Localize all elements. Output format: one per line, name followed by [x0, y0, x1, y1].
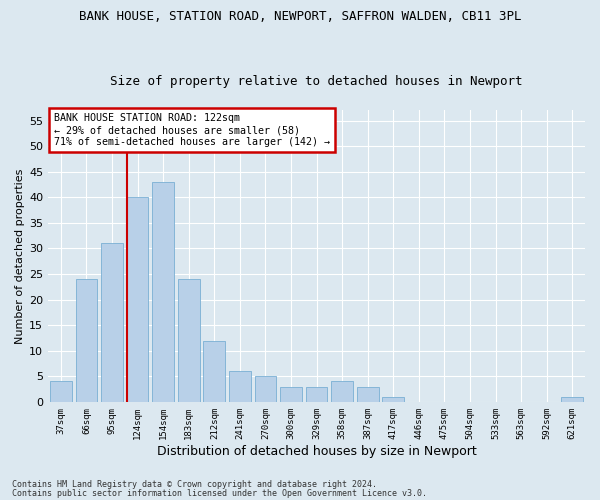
- Bar: [101, 244, 123, 402]
- Bar: [127, 198, 148, 402]
- Title: Size of property relative to detached houses in Newport: Size of property relative to detached ho…: [110, 76, 523, 88]
- Text: Contains HM Land Registry data © Crown copyright and database right 2024.: Contains HM Land Registry data © Crown c…: [12, 480, 377, 489]
- Bar: [254, 376, 277, 402]
- Bar: [178, 279, 200, 402]
- X-axis label: Distribution of detached houses by size in Newport: Distribution of detached houses by size …: [157, 444, 476, 458]
- Y-axis label: Number of detached properties: Number of detached properties: [15, 168, 25, 344]
- Text: Contains public sector information licensed under the Open Government Licence v3: Contains public sector information licen…: [12, 488, 427, 498]
- Bar: [357, 386, 379, 402]
- Bar: [280, 386, 302, 402]
- Bar: [152, 182, 174, 402]
- Bar: [50, 382, 72, 402]
- Bar: [76, 279, 97, 402]
- Bar: [229, 371, 251, 402]
- Text: BANK HOUSE, STATION ROAD, NEWPORT, SAFFRON WALDEN, CB11 3PL: BANK HOUSE, STATION ROAD, NEWPORT, SAFFR…: [79, 10, 521, 23]
- Bar: [306, 386, 328, 402]
- Bar: [331, 382, 353, 402]
- Text: BANK HOUSE STATION ROAD: 122sqm
← 29% of detached houses are smaller (58)
71% of: BANK HOUSE STATION ROAD: 122sqm ← 29% of…: [53, 114, 329, 146]
- Bar: [203, 340, 225, 402]
- Bar: [382, 396, 404, 402]
- Bar: [562, 396, 583, 402]
